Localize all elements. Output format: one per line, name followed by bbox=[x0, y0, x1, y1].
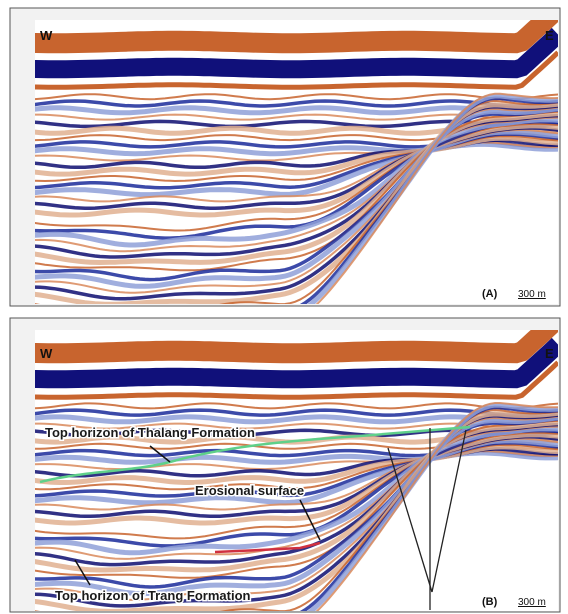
west-label: W bbox=[40, 28, 53, 43]
east-label: E bbox=[545, 346, 554, 361]
figure: W E (A) 300 m W E Top horizon of Thalang… bbox=[0, 0, 568, 614]
west-label: W bbox=[40, 346, 53, 361]
panel-label: (A) bbox=[482, 288, 498, 300]
annotation: Top horizon of Thalang Formation bbox=[45, 425, 255, 440]
panel-label: (B) bbox=[482, 596, 498, 608]
annotation: Erosional surface bbox=[195, 483, 304, 498]
scale-label: 300 m bbox=[518, 597, 546, 608]
scale-label: 300 m bbox=[518, 289, 546, 300]
east-label: E bbox=[545, 28, 554, 43]
annotation: Top horizon of Trang Formation bbox=[55, 588, 251, 603]
